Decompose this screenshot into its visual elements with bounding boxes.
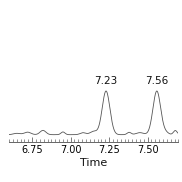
- Text: 7.56: 7.56: [145, 76, 169, 86]
- X-axis label: Time: Time: [80, 157, 107, 167]
- Text: 7.23: 7.23: [94, 76, 118, 86]
